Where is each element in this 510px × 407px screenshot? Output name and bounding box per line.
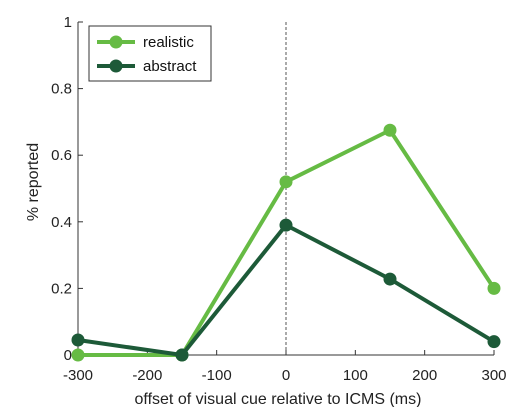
legend: realistic abstract [88,25,212,82]
data-point-abstract [487,335,501,349]
data-point-abstract [175,348,189,362]
x-tick-label: 0 [282,367,290,384]
data-point-abstract [71,333,85,347]
legend-marker-abstract [109,59,123,73]
data-point-realistic [279,175,293,189]
x-tick-label: 100 [343,367,368,384]
x-tick-label: -200 [132,367,162,384]
legend-label-abstract: abstract [143,58,197,75]
y-tick-label: 0.8 [51,81,72,98]
legend-label-realistic: realistic [143,34,194,51]
y-tick-label: 0.4 [51,214,72,231]
x-tick-label: 300 [481,367,506,384]
data-point-abstract [383,272,397,286]
y-tick-label: 1 [64,14,72,31]
data-point-abstract [279,218,293,232]
y-axis-label: % reported [25,143,42,221]
x-tick-label: -300 [63,367,93,384]
x-tick-label: -100 [202,367,232,384]
data-point-realistic [71,348,85,362]
series-abstract [71,218,501,362]
legend-box [88,25,212,82]
legend-marker-realistic [109,35,123,49]
ticks: 0 0.2 0.4 0.6 0.8 1 -300 -200 -100 0 100 200 300 [51,14,506,384]
series-layer [71,123,501,362]
data-point-realistic [383,123,397,137]
x-axis-label: offset of visual cue relative to ICMS (m… [135,391,422,407]
y-tick-label: 0.6 [51,147,72,164]
y-tick-label: 0.2 [51,280,72,297]
y-tick-label: 0 [64,347,72,364]
x-tick-label: 200 [412,367,437,384]
data-point-realistic [487,281,501,295]
